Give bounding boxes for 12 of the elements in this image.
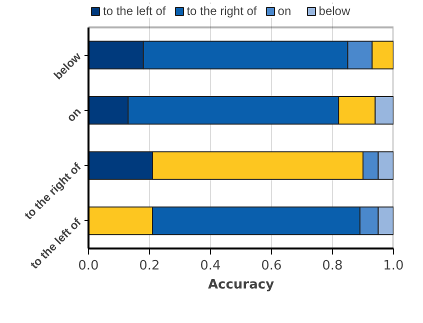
x-tick-label: 0.8 [322,258,343,274]
x-tick-label: 0.0 [78,258,99,274]
y-tick-label: on [65,106,84,124]
legend-label: on [278,4,292,18]
x-axis-title: Accuracy [208,278,275,292]
legend-label: below [318,4,350,18]
x-tick-label: 0.2 [139,258,160,274]
legend-label: to the left of [103,4,166,18]
x-tick-label: 0.6 [261,258,282,274]
x-tick-label: 1.0 [383,258,404,274]
x-tick-label: 0.4 [200,258,221,274]
legend-label: to the right of [186,4,257,18]
